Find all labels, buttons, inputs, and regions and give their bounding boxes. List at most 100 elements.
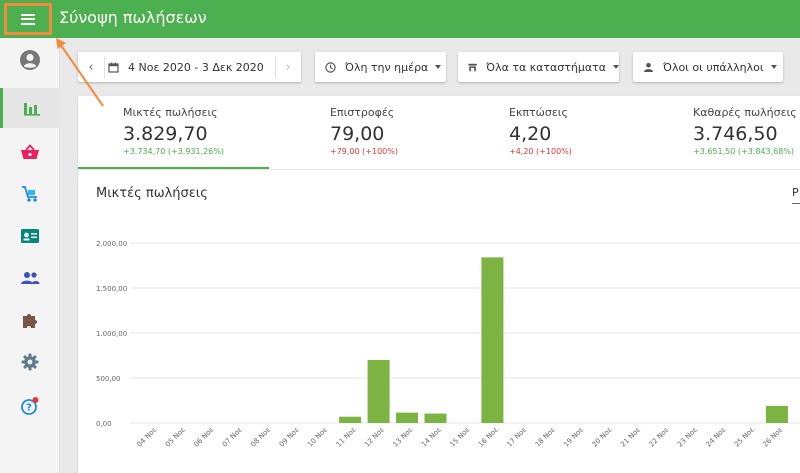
stat-name: Μικτές πωλήσεις [123,106,218,119]
y-tick-label: 0,00 [96,420,112,428]
chart-type-selector[interactable]: Ρ [792,186,799,199]
calendar-icon [108,62,119,73]
stat-name: Καθαρές πωλήσεις [693,106,797,119]
x-tick-label: 04 Νοε [135,426,158,449]
chevron-right-icon: › [285,59,291,75]
x-tick-label: 21 Νοε [619,426,642,449]
chart-bar [765,405,788,423]
divider [792,203,800,204]
x-tick-label: 15 Νοε [448,426,471,449]
x-tick-label: 08 Νοε [249,426,272,449]
stat-name: Επιστροφές [330,106,395,119]
x-tick-label: 09 Νοε [278,426,301,449]
x-tick-label: 10 Νοε [306,426,329,449]
bar-chart-icon [23,103,40,116]
chart-bar [396,412,419,423]
chart-bar [339,416,362,423]
stat-value: 3.829,70 [123,123,208,145]
sidebar-item-help[interactable]: ? [0,386,60,426]
x-tick-label: 22 Νοε [648,426,671,449]
chart-bar [424,413,447,423]
sidebar-item-settings[interactable] [0,342,60,382]
time-filter-dropdown[interactable]: Όλη την ημέρα [315,52,446,82]
basket-icon [21,144,39,159]
stat-refunds[interactable]: Επιστροφές 79,00 +79,00 (+100%) [330,106,398,156]
divider [104,56,105,78]
x-tick-label: 16 Νοε [477,426,500,449]
x-tick-label: 19 Νοε [562,426,585,449]
hamburger-menu-icon [21,13,35,25]
selected-stat-indicator [78,167,269,169]
top-app-bar: Σύνοψη πωλήσεων [0,0,800,38]
chart-bar [367,360,390,423]
sidebar-item-reports[interactable] [0,88,60,128]
stat-diff: +3.651,50 (+3.843,68%) [693,147,795,156]
page-title: Σύνοψη πωλήσεων [59,8,207,27]
x-tick-label: 14 Νοε [420,426,443,449]
stat-diff: +4,20 (+100%) [509,147,572,156]
sidebar-item-inventory[interactable] [0,174,60,214]
y-tick-label: 1.000,00 [96,330,127,338]
sidebar-item-employees[interactable] [0,258,60,298]
store-filter-dropdown[interactable]: Όλα τα καταστήματα [458,52,619,82]
y-tick-label: 2.000,00 [96,240,127,248]
sidebar-item-customers[interactable] [0,216,60,256]
stat-gross-sales[interactable]: Μικτές πωλήσεις 3.829,70 +3.734,70 (+3.9… [123,106,224,156]
person-icon [644,62,653,72]
sidebar-item-items[interactable] [0,132,60,172]
y-tick-label: 500,00 [96,375,121,383]
x-tick-label: 20 Νοε [591,426,614,449]
employee-filter-dropdown[interactable]: Όλοι οι υπάλληλοι [633,52,783,82]
date-range-button[interactable]: 4 Νοε 2020 - 3 Δεκ 2020 [108,52,264,82]
stat-value: 4,20 [509,123,552,145]
stat-value: 79,00 [330,123,385,145]
caret-down-icon [435,65,442,69]
next-period-button[interactable]: › [275,52,301,82]
previous-period-button[interactable]: ‹ [78,52,104,82]
id-card-icon [21,229,39,243]
gross-sales-bar-chart: 0,00 500,00 1.000,00 1.500,00 2.000,00 04 Νοε… [96,240,800,449]
sidebar-item-integrations[interactable] [0,300,60,340]
divider [78,169,800,170]
stat-net-sales[interactable]: Καθαρές πωλήσεις 3.746,50 +3.651,50 (+3.… [693,106,797,156]
sales-summary-card: Μικτές πωλήσεις 3.829,70 +3.734,70 (+3.9… [78,96,800,473]
stat-discounts[interactable]: Εκπτώσεις 4,20 +4,20 (+100%) [509,106,572,156]
divider [275,56,276,78]
clock-icon [325,61,336,73]
sidebar-item-account[interactable] [0,40,60,80]
caret-down-icon [613,65,619,69]
y-tick-label: 1.500,00 [96,285,127,293]
x-tick-label: 07 Νοε [221,426,244,449]
cart-icon [22,186,37,202]
x-tick-label: 12 Νοε [363,426,386,449]
chart-title: Μικτές πωλήσεις [96,186,208,201]
stat-diff: +79,00 (+100%) [330,147,398,156]
x-tick-label: 18 Νοε [534,426,557,449]
date-range-label: 4 Νοε 2020 - 3 Δεκ 2020 [128,60,264,74]
chevron-left-icon: ‹ [88,59,94,75]
puzzle-icon [23,314,37,328]
x-tick-label: 24 Νοε [704,426,727,449]
help-icon: ? [21,397,39,415]
store-filter-label: Όλα τα καταστήματα [486,60,606,74]
stat-value: 3.746,50 [693,123,778,145]
x-tick-label: 05 Νοε [164,426,187,449]
x-tick-label: 23 Νοε [676,426,699,449]
stat-name: Εκπτώσεις [509,106,568,119]
x-tick-label: 17 Νοε [505,426,528,449]
sidebar: ? [0,38,60,473]
people-icon [21,272,40,284]
x-tick-label: 06 Νοε [192,426,215,449]
employee-filter-label: Όλοι οι υπάλληλοι [663,60,764,74]
x-tick-label: 26 Νοε [761,426,784,449]
menu-button[interactable] [4,3,52,35]
store-icon [468,63,477,71]
svg-text:?: ? [26,403,32,414]
caret-down-icon [770,65,777,69]
chart-bar [481,257,504,423]
filter-bar: ‹ 4 Νοε 2020 - 3 Δεκ 2020 › Όλη την ημέρ… [60,38,800,96]
account-circle-icon [20,50,40,70]
x-tick-label: 25 Νοε [733,426,756,449]
time-filter-label: Όλη την ημέρα [345,60,429,74]
x-tick-label: 13 Νοε [392,426,415,449]
